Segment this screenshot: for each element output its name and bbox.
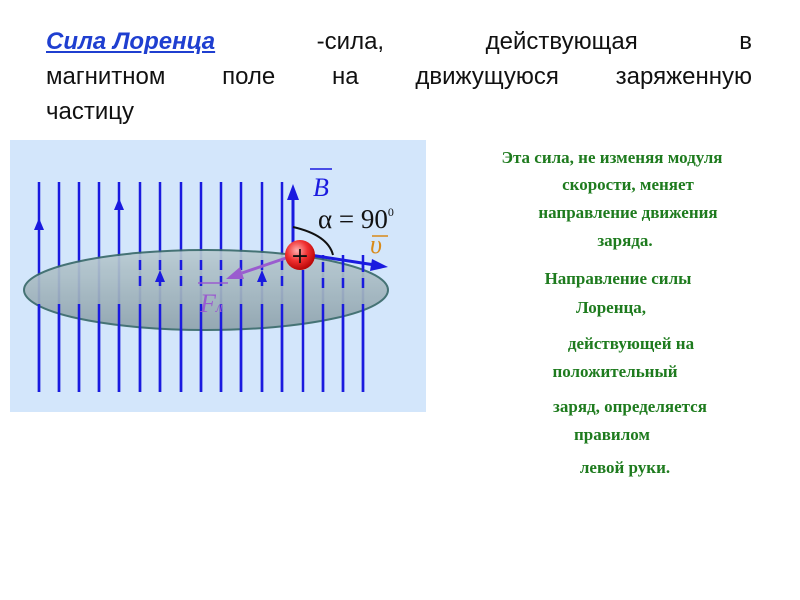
- description-line: Эта сила, не изменяя модуля: [501, 148, 723, 167]
- field-arrow-icon: [155, 270, 165, 282]
- description-line: действующей на: [567, 334, 695, 353]
- description-line: направление движения: [538, 203, 718, 222]
- description-line: правилом: [573, 425, 651, 444]
- title-word: на: [332, 63, 359, 90]
- field-arrow-icon: [257, 270, 267, 282]
- title-word: движущуюся: [415, 63, 559, 90]
- description-line: скорости, меняет: [562, 175, 694, 194]
- title-word: заряженную: [615, 63, 752, 90]
- description-line: Лоренца,: [575, 298, 647, 317]
- diagram-svg: B α = 900 υ Fл +: [23, 168, 394, 392]
- angle-label: α = 900: [318, 204, 394, 234]
- title-word: -сила,: [316, 28, 385, 55]
- angle-arc: [292, 226, 334, 256]
- title-word: магнитном: [46, 63, 166, 90]
- f-arrow-icon: [226, 267, 244, 279]
- description-line: Направление силы: [544, 269, 692, 288]
- b-label: B: [313, 173, 329, 202]
- field-arrow-icon: [114, 198, 124, 210]
- title-line-2: магнитном поле на движущуюся заряженную: [46, 63, 752, 91]
- velocity-vector: υ: [309, 230, 388, 271]
- term-lorentz-force: Сила Лоренца: [46, 28, 216, 55]
- v-label: υ: [370, 230, 382, 259]
- title-line-1: Сила Лоренца -сила, действующая в: [46, 28, 752, 56]
- plane-disc: [23, 249, 389, 331]
- lorentz-diagram: B α = 900 υ Fл +: [10, 140, 426, 412]
- title-word: в: [739, 28, 752, 55]
- description-line: положительный: [552, 362, 678, 381]
- title-line-3: частицу: [46, 98, 134, 125]
- force-vector: Fл: [198, 256, 287, 318]
- b-arrow-icon: [287, 184, 299, 200]
- f-label: Fл: [199, 289, 223, 318]
- title-word: поле: [222, 63, 276, 90]
- v-arrow-icon: [370, 259, 388, 271]
- plus-icon: +: [291, 244, 309, 269]
- title-word: действующая: [485, 28, 638, 55]
- field-lines-front: [37, 260, 365, 392]
- description-line: заряда.: [597, 231, 653, 250]
- positive-charge: [285, 240, 315, 270]
- field-arrow-icon: [34, 218, 44, 230]
- description-line: заряд, определяется: [553, 397, 707, 416]
- description-line: левой руки.: [579, 458, 671, 477]
